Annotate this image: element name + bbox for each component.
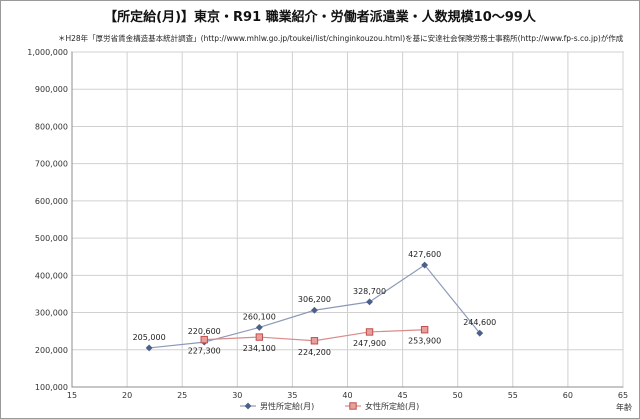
data-label: 253,900 xyxy=(408,337,441,346)
data-point-square xyxy=(349,402,357,410)
data-point-diamond xyxy=(311,306,318,314)
x-tick-label: 65 xyxy=(618,391,628,400)
y-tick-label: 600,000 xyxy=(35,197,68,206)
data-point-diamond xyxy=(255,323,263,331)
data-label: 427,600 xyxy=(408,250,441,259)
axes: 100,000 200,000 300,000 400,000 500,000 600,0… xyxy=(27,48,632,412)
data-point-square xyxy=(365,328,374,336)
legend-label: 女性所定給(月) xyxy=(365,401,419,411)
chart-source-note: ＊H28年「厚労省賃金構造基本統計調査」(http://www.mhlw.go.… xyxy=(58,34,624,43)
data-labels: 205,000 220,600 260,100 306,200 328,700 427,6… xyxy=(133,250,497,357)
data-label: 328,700 xyxy=(353,287,386,296)
x-tick-label: 25 xyxy=(177,391,187,400)
data-point-diamond xyxy=(145,344,153,352)
data-point-square xyxy=(200,335,208,344)
data-label: 227,300 xyxy=(188,347,221,356)
y-tick-label: 700,000 xyxy=(35,160,68,169)
data-point-square xyxy=(420,326,429,334)
legend: 男性所定給(月) 女性所定給(月) xyxy=(240,401,419,411)
y-tick-label: 900,000 xyxy=(35,85,68,94)
legend-item-female: 女性所定給(月) xyxy=(345,401,419,411)
y-tick-label: 500,000 xyxy=(35,234,68,243)
data-point-diamond xyxy=(244,402,252,410)
data-point-square xyxy=(310,337,319,345)
data-label: 247,900 xyxy=(353,339,386,348)
x-tick-label: 20 xyxy=(122,391,132,400)
y-tick-label: 400,000 xyxy=(35,271,68,280)
y-tick-label: 1,000,000 xyxy=(27,48,68,57)
x-axis-label: 年齢 xyxy=(616,402,632,412)
data-point-diamond xyxy=(476,329,484,337)
x-tick-label: 60 xyxy=(563,391,573,400)
y-tick-label: 100,000 xyxy=(35,383,68,392)
legend-item-male: 男性所定給(月) xyxy=(240,401,314,411)
x-tick-label: 45 xyxy=(398,391,408,400)
data-label: 306,200 xyxy=(298,295,331,304)
data-point-diamond xyxy=(421,261,429,269)
data-point-diamond xyxy=(366,298,373,306)
data-label: 220,600 xyxy=(188,327,221,336)
data-label: 205,000 xyxy=(133,333,166,342)
x-tick-label: 40 xyxy=(342,391,352,400)
x-tick-label: 30 xyxy=(232,391,242,400)
x-tick-label: 50 xyxy=(453,391,463,400)
data-label: 224,200 xyxy=(298,348,331,357)
x-tick-label: 55 xyxy=(508,391,518,400)
x-tick-label: 15 xyxy=(67,391,77,400)
x-tick-label: 35 xyxy=(287,391,297,400)
series-layer xyxy=(145,261,484,352)
data-point-square xyxy=(255,333,264,341)
data-label: 260,100 xyxy=(243,312,276,321)
data-label: 244,600 xyxy=(463,318,496,327)
chart-title: 【所定給(月)】東京・R91 職業紹介・労働者派遣業・人数規模10～99人 xyxy=(104,10,536,25)
data-label: 234,100 xyxy=(243,344,276,353)
y-tick-label: 200,000 xyxy=(35,346,68,355)
legend-label: 男性所定給(月) xyxy=(260,401,314,411)
y-tick-label: 300,000 xyxy=(35,309,68,318)
y-tick-label: 800,000 xyxy=(35,122,68,131)
series-female xyxy=(200,326,429,345)
